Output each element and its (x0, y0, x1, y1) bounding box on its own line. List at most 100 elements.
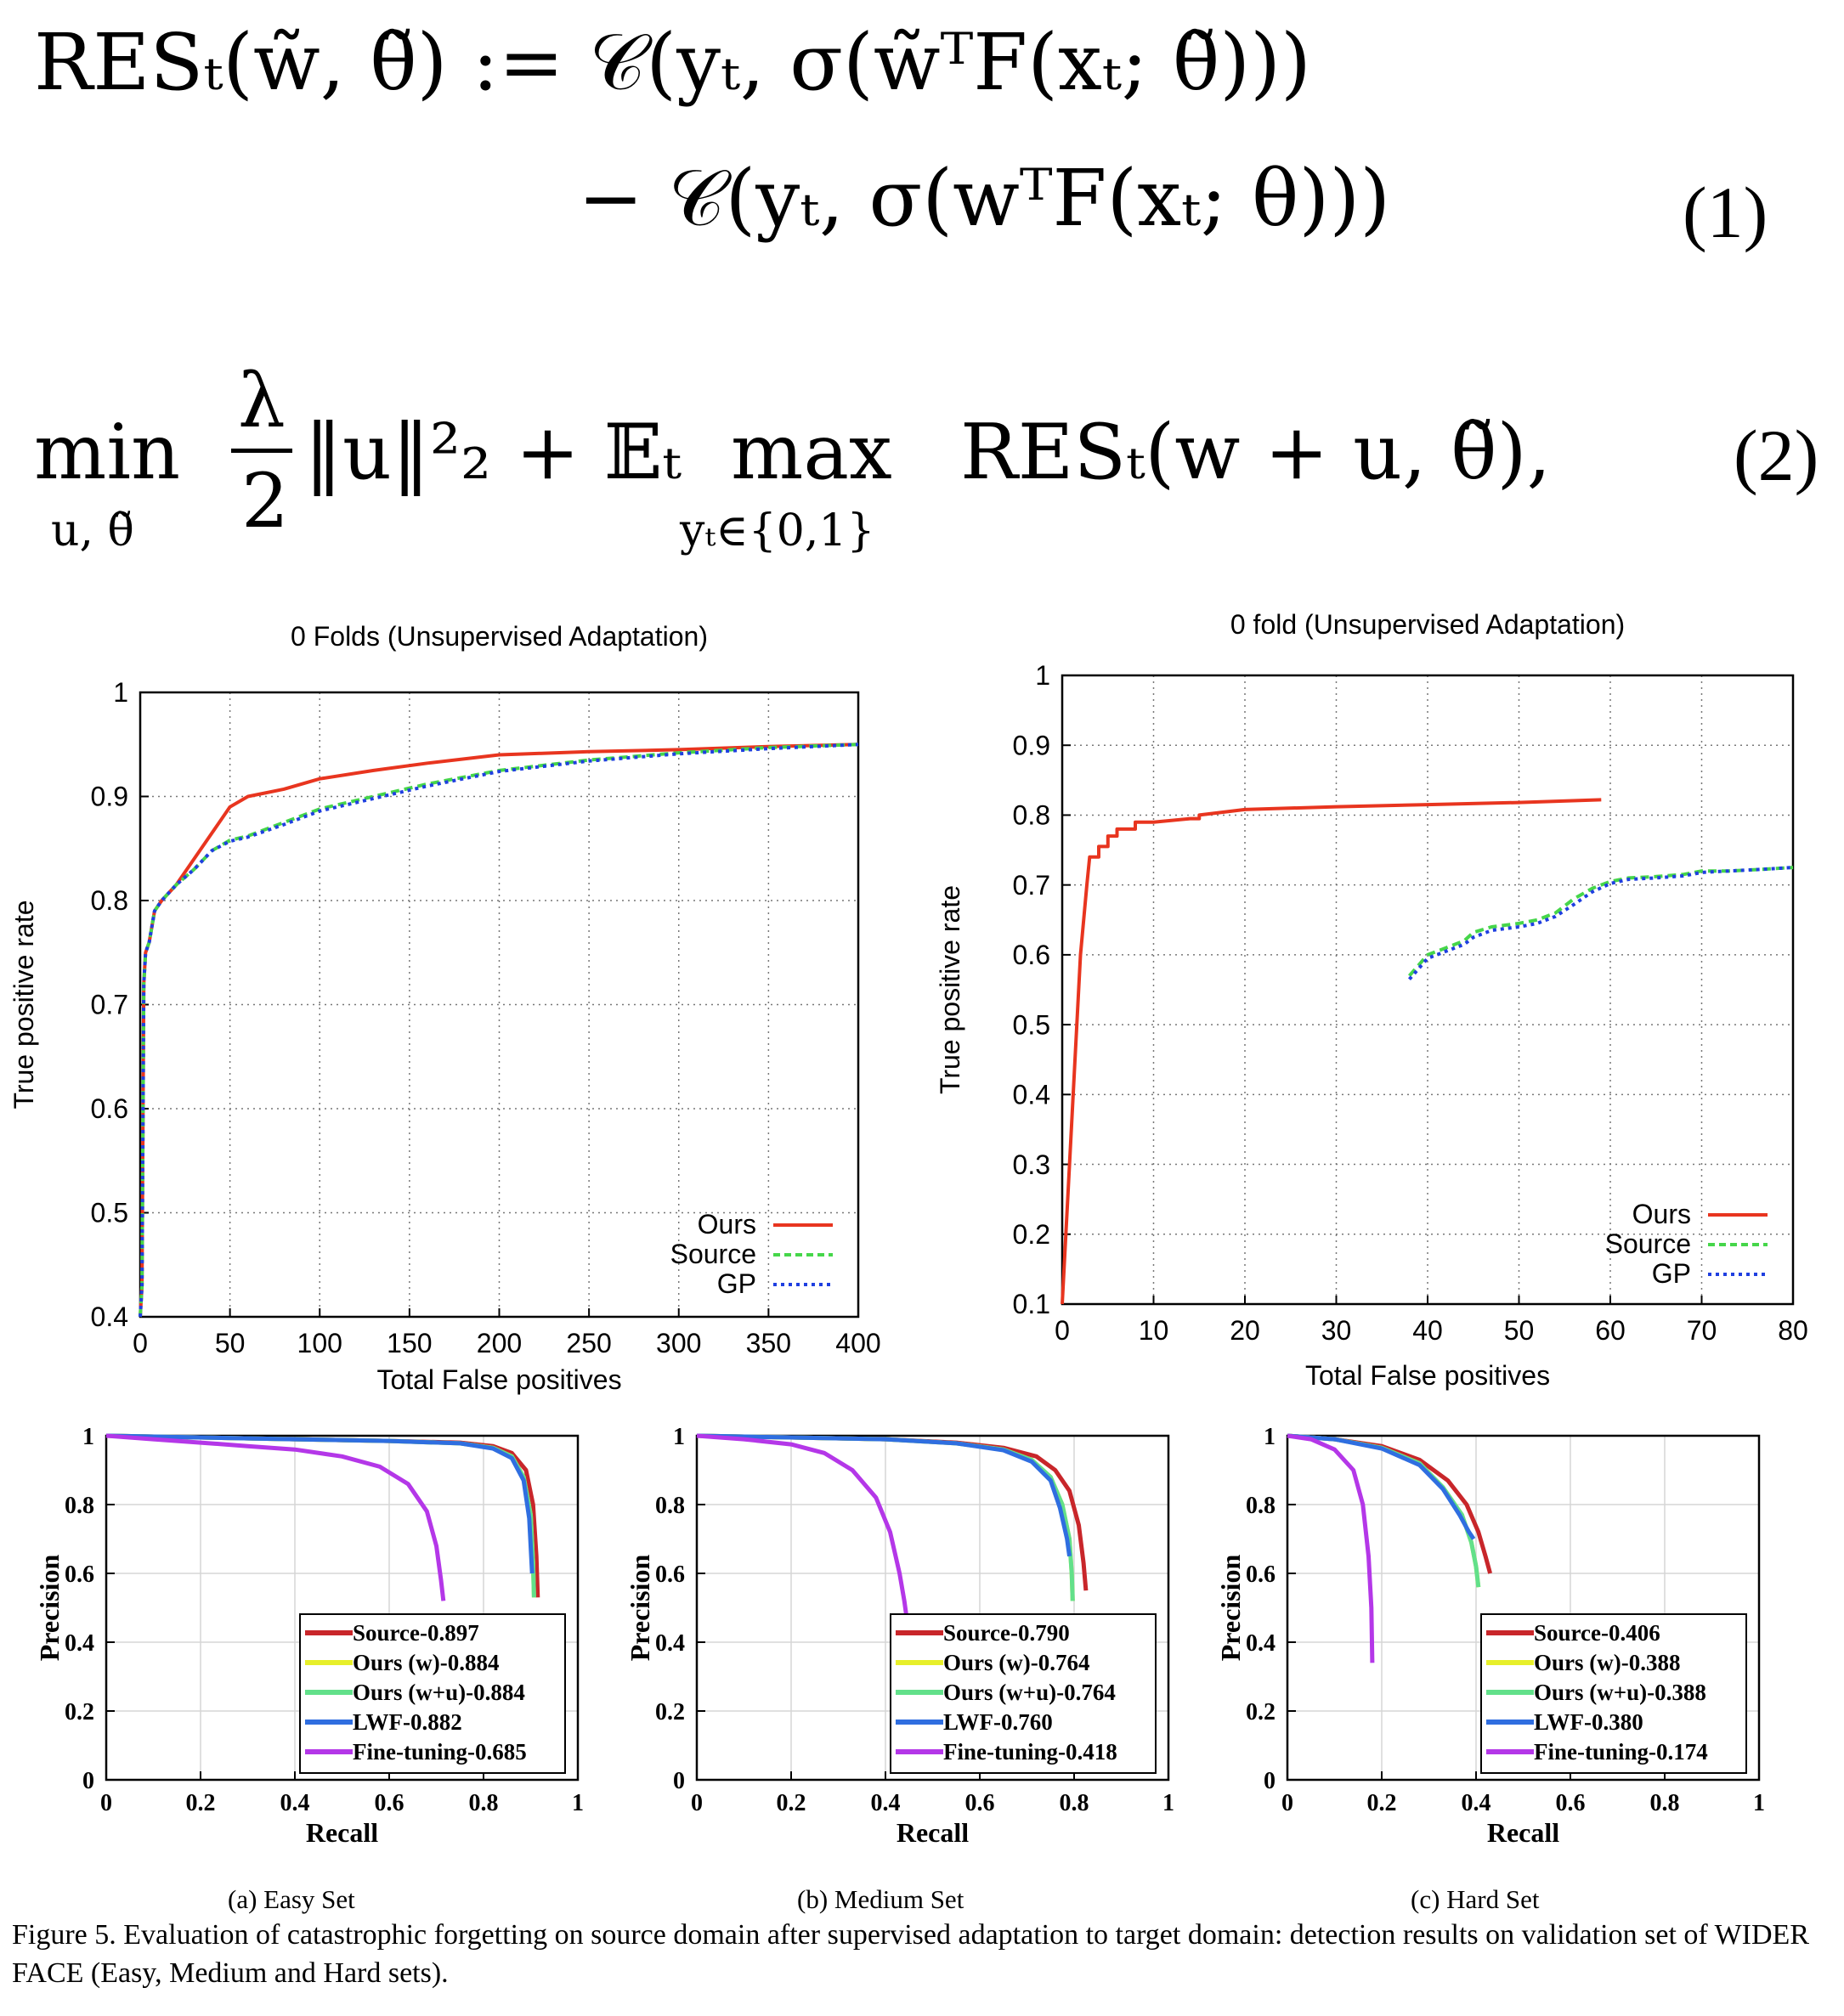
series-line-0 (1061, 798, 1602, 1305)
y-tick-label: 0 (673, 1768, 685, 1794)
series-line-3 (105, 1433, 535, 1574)
pr-chart-medium: 0 0.2 0.4 0.6 0.8 1 0 0.2 0.4 0.6 0.8 1 Recall Precis… (625, 1424, 1174, 1848)
equation-1-line-1: RESₜ(w̃, θ̃) := 𝒞(yₜ, σ(w̃ᵀF(xₜ; θ̃))) (34, 17, 1311, 108)
x-axis-label: Total False positives (1305, 1360, 1550, 1391)
y-tick-label: 0.6 (1246, 1561, 1276, 1588)
x-tick-label: 0.8 (1060, 1790, 1089, 1816)
legend-label: GP (717, 1268, 756, 1299)
legend-label: Source-0.790 (943, 1620, 1070, 1646)
x-tick-label: 0 (133, 1328, 148, 1358)
legend-label: LWF-0.760 (943, 1709, 1053, 1735)
series-line-3 (696, 1433, 1072, 1557)
equation-2-min-subscript: u, θ̃ (51, 505, 134, 556)
x-tick-label: 0.2 (186, 1790, 216, 1816)
y-tick-label: 0.7 (1013, 870, 1050, 901)
y-axis-label: True positive rate (8, 900, 39, 1109)
equation-2-fraction-numerator: λ (238, 357, 286, 444)
series-line-1 (1287, 1433, 1481, 1588)
series-line-2 (139, 743, 859, 1318)
x-tick-label: 0.6 (1556, 1790, 1586, 1816)
y-axis-label: Precision (625, 1554, 655, 1661)
equation-2-max: max (731, 408, 892, 497)
y-tick-label: 0.8 (655, 1493, 685, 1519)
x-tick-label: 150 (387, 1328, 432, 1358)
pr-chart-hard: 0 0.2 0.4 0.6 0.8 1 0 0.2 0.4 0.6 0.8 1 Recall Precis… (1215, 1424, 1765, 1848)
legend-label: Source (1605, 1228, 1691, 1259)
y-tick-label: 0.6 (91, 1093, 128, 1124)
x-tick-label: 60 (1595, 1315, 1626, 1346)
x-axis-label: Recall (1487, 1817, 1559, 1848)
legend-label: Source-0.406 (1534, 1620, 1660, 1646)
x-axis-label: Recall (897, 1817, 969, 1848)
legend-label: Ours (w+u)-0.884 (353, 1680, 525, 1705)
equation-2-max-subscript: yₜ∈{0,1} (680, 505, 875, 556)
legend-label: Source-0.897 (353, 1620, 479, 1646)
equation-2: min u, θ̃ λ 2 ‖u‖²₂ + 𝔼ₜ max yₜ∈{0,1} RE… (34, 357, 1836, 569)
x-tick-label: 300 (656, 1328, 701, 1358)
y-tick-label: 0.5 (91, 1198, 128, 1228)
y-tick-label: 0.8 (65, 1493, 94, 1519)
y-tick-label: 0.8 (1246, 1493, 1276, 1519)
x-tick-label: 200 (477, 1328, 522, 1358)
y-tick-label: 0.4 (91, 1302, 128, 1332)
x-tick-label: 20 (1230, 1315, 1260, 1346)
y-tick-label: 0.1 (1013, 1289, 1050, 1319)
x-tick-label: 0.6 (965, 1790, 995, 1816)
x-axis-label: Recall (306, 1817, 378, 1848)
chart-title: 0 Folds (Unsupervised Adaptation) (291, 621, 708, 652)
legend-label: LWF-0.882 (353, 1709, 462, 1735)
equation-1-line-2: − 𝒞(yₜ, σ(wᵀF(xₜ; θ))) (578, 153, 1391, 244)
x-tick-label: 400 (835, 1328, 880, 1358)
y-tick-label: 1 (673, 1424, 685, 1450)
y-tick-label: 0.4 (1246, 1630, 1276, 1657)
y-tick-label: 1 (1035, 660, 1050, 691)
y-tick-label: 1 (1264, 1424, 1276, 1450)
x-tick-label: 50 (1504, 1315, 1535, 1346)
legend-label: Ours (w)-0.388 (1534, 1650, 1680, 1675)
y-tick-label: 0.2 (1013, 1219, 1050, 1250)
plot-frame (139, 691, 860, 1319)
y-tick-label: 0.8 (1013, 800, 1050, 831)
y-tick-label: 0.6 (655, 1561, 685, 1588)
x-tick-label: 1 (572, 1790, 584, 1816)
legend-label: GP (1652, 1258, 1691, 1289)
x-axis-label: Total False positives (376, 1364, 621, 1395)
equation-2-fraction-bar (231, 449, 292, 453)
series-line-4 (1287, 1433, 1375, 1663)
x-tick-label: 30 (1321, 1315, 1352, 1346)
y-tick-label: 0.8 (91, 885, 128, 916)
y-axis-label: Precision (1215, 1554, 1246, 1661)
legend-label: Ours (w+u)-0.764 (943, 1680, 1116, 1705)
series-line-1 (1407, 866, 1794, 977)
equation-2-tail: RESₜ(w + u, θ̃), (960, 408, 1552, 497)
x-tick-label: 0.8 (1650, 1790, 1680, 1816)
legend-label: Ours (w+u)-0.388 (1534, 1680, 1706, 1705)
y-tick-label: 0.2 (65, 1699, 94, 1725)
pr-chart-easy: 0 0.2 0.4 0.6 0.8 1 0 0.2 0.4 0.6 0.8 1 Recall Precis… (34, 1424, 584, 1848)
x-tick-label: 0.4 (280, 1790, 310, 1816)
x-tick-label: 1 (1162, 1790, 1174, 1816)
legend-label: Ours (w)-0.884 (353, 1650, 499, 1675)
legend-label: Source (670, 1239, 756, 1269)
x-tick-label: 0 (1055, 1315, 1070, 1346)
legend-label: Fine-tuning-0.174 (1534, 1739, 1708, 1765)
y-tick-label: 0.4 (655, 1630, 685, 1657)
x-tick-label: 0.4 (1462, 1790, 1491, 1816)
plot-frame (695, 1434, 1170, 1782)
y-tick-label: 0.2 (1246, 1699, 1276, 1725)
y-tick-label: 0 (1264, 1768, 1276, 1794)
x-tick-label: 50 (215, 1328, 246, 1358)
x-tick-label: 0.6 (375, 1790, 404, 1816)
roc-chart-left: 0 Folds (Unsupervised Adaptation) 0 50 100 1… (8, 621, 880, 1395)
legend-box (1480, 1613, 1747, 1774)
equation-2-min: min (34, 408, 181, 497)
x-tick-label: 70 (1687, 1315, 1717, 1346)
y-tick-label: 1 (113, 677, 128, 708)
y-tick-label: 0.5 (1013, 1009, 1050, 1040)
legend-label: Fine-tuning-0.418 (943, 1739, 1117, 1765)
series-line-2 (1287, 1433, 1481, 1588)
legend-label: LWF-0.380 (1534, 1709, 1643, 1735)
plot-frame (105, 1434, 580, 1782)
legend-label: Ours (1632, 1199, 1691, 1229)
y-tick-label: 0 (82, 1768, 94, 1794)
